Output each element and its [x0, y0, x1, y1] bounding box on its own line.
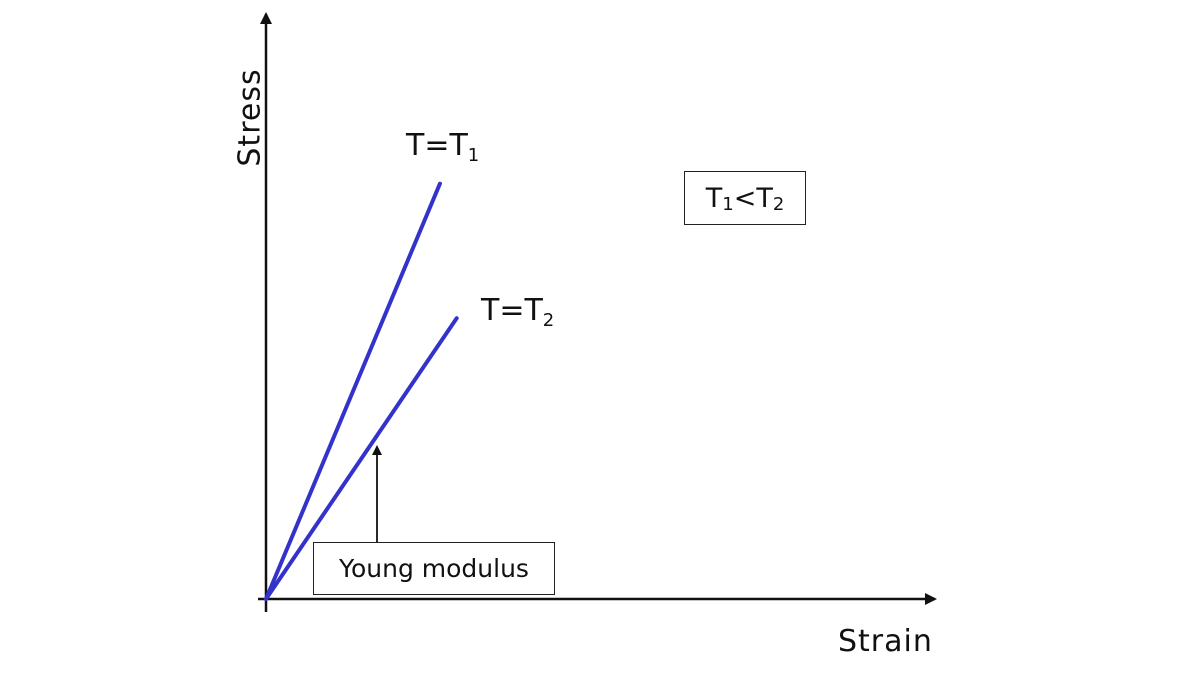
series-label-t1: T=T1 — [406, 128, 480, 166]
young-modulus-box: Young modulus — [313, 542, 555, 595]
temperature-condition-box: T 1 < T 2 — [684, 171, 806, 225]
series-label-t1-sub: 1 — [467, 145, 480, 166]
young-modulus-label: Young modulus — [339, 554, 529, 583]
y-axis-label: Stress — [232, 68, 268, 167]
condition-t1-main: T — [705, 182, 723, 214]
series-label-t1-main: T=T — [406, 128, 468, 163]
series-label-t2: T=T2 — [481, 293, 555, 331]
series-label-t2-main: T=T — [481, 293, 543, 328]
condition-t1-sub: 1 — [722, 193, 734, 215]
x-axis-label: Strain — [838, 624, 933, 659]
series-line-1 — [264, 181, 442, 601]
series-line-2 — [264, 316, 459, 601]
condition-t2-main: T — [756, 182, 773, 214]
series-layer — [264, 181, 459, 601]
condition-t2-sub: 2 — [772, 193, 785, 215]
condition-operator: < — [733, 182, 757, 214]
series-label-t2-sub: 2 — [542, 310, 555, 331]
